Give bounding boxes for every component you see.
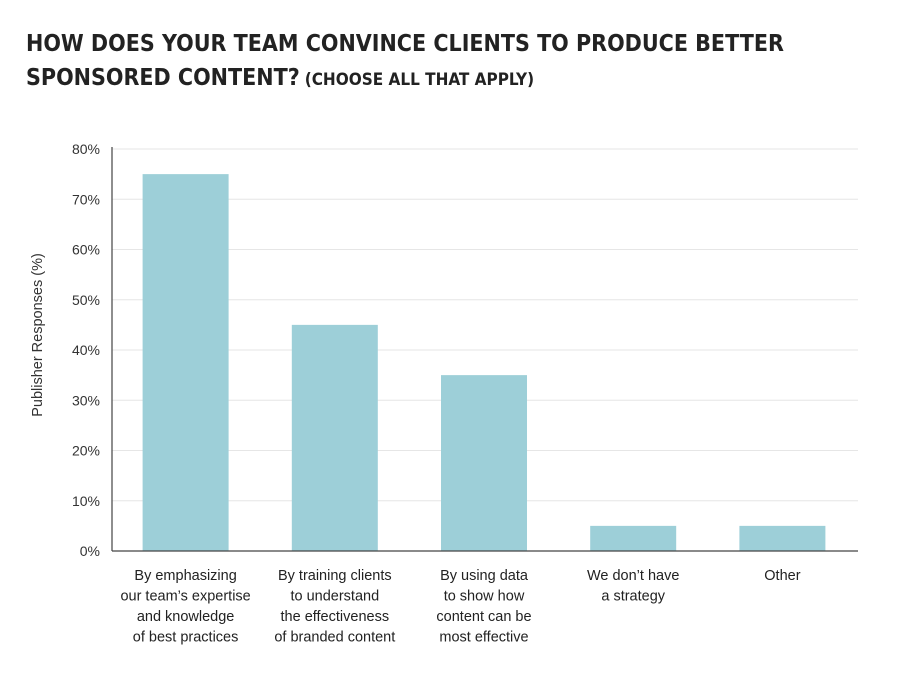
x-category-label-line: of branded content	[274, 630, 395, 646]
y-tick-label: 80%	[72, 141, 100, 157]
bar	[590, 525, 677, 551]
y-tick-label: 70%	[72, 191, 100, 207]
x-category-label-line: By emphasizing	[134, 568, 236, 584]
y-tick-label: 0%	[80, 543, 100, 559]
x-category-label-line: to show how	[444, 589, 525, 605]
x-category-label: Other	[764, 568, 800, 584]
y-tick-label: 20%	[72, 443, 100, 459]
y-tick-label: 10%	[72, 493, 100, 509]
x-category-label-line: By using data	[440, 568, 529, 584]
x-category-label: By emphasizing our team’s expertise and kn…	[120, 568, 250, 646]
x-category-label: By training clients to understand the effe…	[274, 568, 395, 646]
x-category-label-line: We don’t have	[587, 568, 679, 584]
chart-title-main: HOW DOES YOUR TEAM CONVINCE CLIENTS TO P…	[26, 31, 784, 91]
chart-title-sub: (CHOOSE ALL THAT APPLY)	[304, 70, 535, 90]
x-category-label-line: of best practices	[133, 630, 239, 646]
x-category-label-line: content can be	[436, 609, 531, 625]
chart-title: HOW DOES YOUR TEAM CONVINCE CLIENTS TO P…	[26, 28, 866, 97]
x-category-label-line: a strategy	[601, 589, 665, 605]
x-category-label-line: the effectiveness	[281, 609, 390, 625]
y-tick-label: 30%	[72, 392, 100, 408]
y-tick-label: 60%	[72, 242, 100, 258]
x-category-label-line: our team’s expertise	[120, 589, 250, 605]
bar	[441, 375, 527, 551]
bar	[142, 174, 229, 551]
x-category-label-line: most effective	[439, 630, 528, 646]
x-category-label-line: Other	[764, 568, 800, 584]
y-axis-title: Publisher Responses (%)	[30, 253, 46, 417]
x-category-label-line: By training clients	[278, 568, 392, 584]
bar	[739, 525, 826, 551]
y-tick-label: 50%	[72, 292, 100, 308]
y-tick-label: 40%	[72, 342, 100, 358]
x-category-label: We don’t have a strategy	[587, 568, 679, 605]
x-category-label: By using data to show how content can be mo…	[436, 568, 531, 646]
x-category-label-line: to understand	[290, 589, 379, 605]
x-category-label-line: and knowledge	[137, 609, 235, 625]
bar	[291, 324, 378, 551]
